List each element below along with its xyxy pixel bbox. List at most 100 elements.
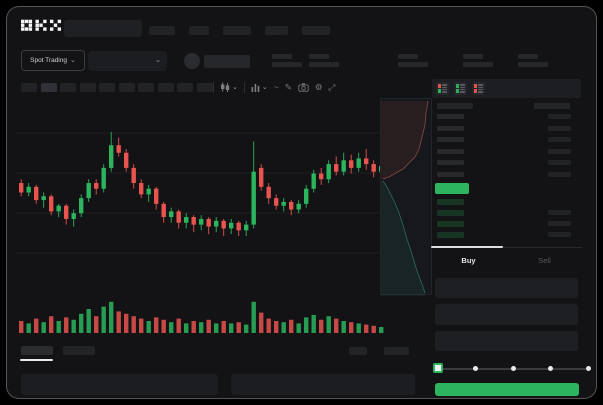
ask-amount-bar <box>548 160 571 165</box>
app-window: Spot Trading ⌄ ⌄ ⌄ ⌄ ~ ✎ ⚙ ⤢ <box>6 6 597 399</box>
volume-area <box>15 295 427 335</box>
ask-amount-bar <box>548 171 571 177</box>
ask-amount-bar <box>548 137 571 142</box>
price-input-skeleton[interactable] <box>435 278 578 298</box>
bottom-action-placeholder[interactable] <box>349 347 367 355</box>
slider-stop-dot[interactable] <box>510 366 516 371</box>
timeframe-button[interactable] <box>60 83 76 92</box>
bid-price-bar[interactable] <box>437 232 464 238</box>
bottom-tab-active[interactable] <box>21 346 53 355</box>
right-panel: Buy Sell <box>431 79 591 398</box>
ask-amount-bar <box>548 114 571 119</box>
candlestick-icon <box>221 82 230 92</box>
divider <box>243 81 245 93</box>
volume-canvas <box>19 301 384 333</box>
timeframe-button[interactable] <box>40 83 57 92</box>
market-type-label: Spot Trading <box>30 57 67 64</box>
bid-amount-bar <box>548 232 571 237</box>
timeframe-button[interactable] <box>177 83 193 92</box>
coin-avatar <box>184 53 200 69</box>
indicator-dropdown[interactable]: ⌄ <box>251 83 268 92</box>
indicator-icon <box>251 83 260 92</box>
chevron-down-icon: ⌄ <box>261 83 268 91</box>
timeframe-row <box>21 83 213 92</box>
amount-input-skeleton[interactable] <box>435 304 578 325</box>
ask-price-bar[interactable] <box>437 148 464 154</box>
okx-logo <box>21 19 62 31</box>
market-type-dropdown[interactable]: Spot Trading ⌄ <box>21 50 85 71</box>
orderbook-bids-icon[interactable] <box>454 82 467 95</box>
timeframe-button[interactable] <box>79 83 96 92</box>
ask-price-bar[interactable] <box>437 171 464 177</box>
line-tool-button[interactable]: ~ <box>273 81 279 92</box>
orderbook-view-icons <box>436 82 485 95</box>
percent-slider <box>431 362 591 376</box>
order-form-tabs: Buy Sell <box>431 246 582 271</box>
nav-item[interactable] <box>223 26 251 35</box>
active-tab-indicator <box>20 359 53 361</box>
total-input-skeleton[interactable] <box>435 331 578 351</box>
ask-price-bar[interactable] <box>437 125 464 131</box>
nav-item[interactable] <box>265 26 288 35</box>
orderbook-asks-icon[interactable] <box>472 82 485 95</box>
orderbook-header <box>432 79 581 98</box>
stat-block <box>272 54 302 67</box>
nav-item[interactable] <box>302 26 330 35</box>
slider-stop-dot[interactable] <box>473 366 478 371</box>
search-input[interactable] <box>64 20 142 37</box>
timeframe-button[interactable] <box>196 83 213 92</box>
depth-panel <box>380 98 432 296</box>
buy-submit-button[interactable] <box>435 383 579 396</box>
slider-stop-dot[interactable] <box>585 366 591 371</box>
nav-item[interactable] <box>189 26 209 35</box>
bid-amount-bar <box>548 210 571 215</box>
divider <box>213 81 214 93</box>
last-price-bar[interactable] <box>435 183 469 194</box>
buy-tab-active-indicator <box>431 246 503 248</box>
tab-buy[interactable]: Buy <box>461 255 476 265</box>
stat-block <box>518 54 548 67</box>
slider-handle[interactable] <box>433 363 443 373</box>
chevron-down-icon: ⌄ <box>69 57 76 64</box>
timeframe-button[interactable] <box>157 83 174 92</box>
chart-canvas[interactable] <box>15 95 427 295</box>
timeframe-button[interactable] <box>118 83 135 92</box>
pair-name-placeholder <box>204 55 250 68</box>
timeframe-button[interactable] <box>99 83 115 92</box>
timeframe-button[interactable] <box>138 83 154 92</box>
stat-block <box>309 54 339 67</box>
chart-toolbar: ⌄ ⌄ ~ ✎ ⚙ ⤢ <box>213 80 335 94</box>
bid-price-bar[interactable] <box>437 221 464 227</box>
stat-block <box>398 54 428 67</box>
bottom-action-placeholder[interactable] <box>384 347 409 355</box>
fullscreen-button[interactable]: ⤢ <box>328 81 336 92</box>
top-nav <box>149 26 330 35</box>
bid-price-bar[interactable] <box>437 199 464 205</box>
ask-price-bar[interactable] <box>437 114 464 119</box>
orderbook-combined-icon[interactable] <box>436 82 449 95</box>
stat-block <box>463 54 493 67</box>
ask-amount-bar <box>548 148 571 154</box>
chart-type-button[interactable]: ⌄ <box>220 82 238 92</box>
screenshot-button[interactable] <box>298 82 309 92</box>
settings-button[interactable]: ⚙ <box>314 81 323 92</box>
chart-area[interactable] <box>15 95 427 295</box>
bid-amount-bar <box>548 221 571 226</box>
bid-price-bar[interactable] <box>437 210 464 216</box>
price-column-header-placeholder <box>437 103 473 109</box>
tab-sell[interactable]: Sell <box>538 255 551 265</box>
timeframe-button[interactable] <box>21 83 37 92</box>
amount-column-header-placeholder <box>534 103 570 109</box>
draw-tool-button[interactable]: ✎ <box>284 81 292 92</box>
bottom-panel-placeholder <box>231 374 415 395</box>
ask-amount-bar <box>548 125 571 131</box>
slider-stop-dot[interactable] <box>548 366 553 371</box>
pair-selector-dropdown[interactable]: ⌄ <box>88 51 167 71</box>
depth-chart <box>381 100 429 296</box>
bottom-tab[interactable] <box>63 346 95 355</box>
ask-price-bar[interactable] <box>437 137 464 142</box>
ask-price-bar[interactable] <box>437 160 464 165</box>
bottom-panel-placeholder <box>21 374 218 395</box>
nav-item[interactable] <box>149 26 175 35</box>
chevron-down-icon: ⌄ <box>155 57 161 64</box>
